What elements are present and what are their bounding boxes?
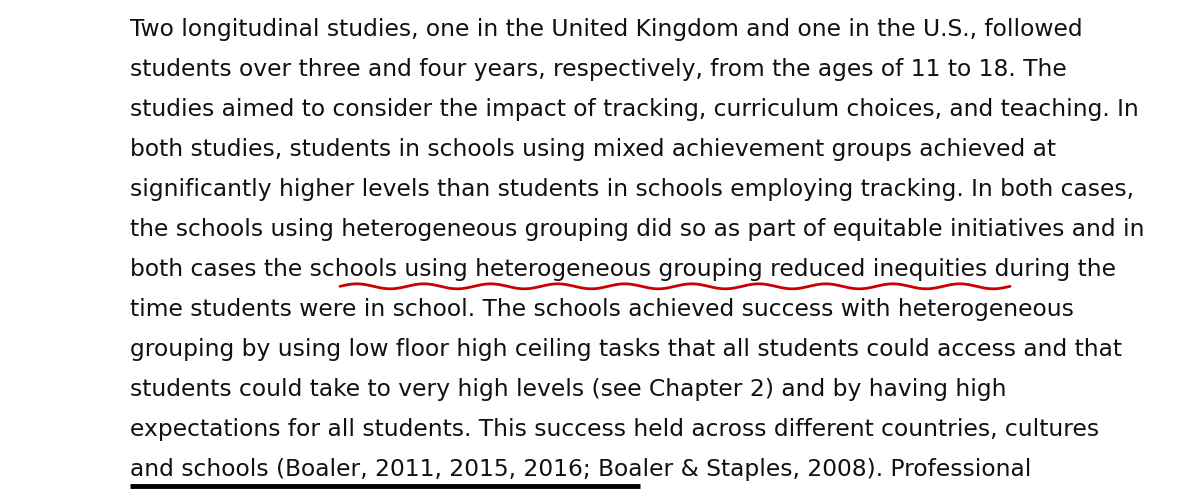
Text: studies aimed to consider the impact of tracking, curriculum choices, and teachi: studies aimed to consider the impact of … [130, 98, 1139, 121]
Text: significantly higher levels than students in schools employing tracking. In both: significantly higher levels than student… [130, 178, 1134, 201]
Text: both cases the schools using heterogeneous grouping reduced inequities during th: both cases the schools using heterogeneo… [130, 258, 1116, 281]
Text: Two longitudinal studies, one in the United Kingdom and one in the U.S., followe: Two longitudinal studies, one in the Uni… [130, 18, 1082, 41]
Text: expectations for all students. This success held across different countries, cul: expectations for all students. This succ… [130, 418, 1099, 441]
Text: students could take to very high levels (see Chapter 2) and by having high: students could take to very high levels … [130, 378, 1007, 401]
Text: students over three and four years, respectively, from the ages of 11 to 18. The: students over three and four years, resp… [130, 58, 1067, 81]
Text: time students were in school. The schools achieved success with heterogeneous: time students were in school. The school… [130, 298, 1074, 321]
Text: grouping by using low floor high ceiling tasks that all students could access an: grouping by using low floor high ceiling… [130, 338, 1122, 361]
Text: the schools using heterogeneous grouping did so as part of equitable initiatives: the schools using heterogeneous grouping… [130, 218, 1145, 241]
Text: and schools (Boaler, 2011, 2015, 2016; Boaler & Staples, 2008). Professional: and schools (Boaler, 2011, 2015, 2016; B… [130, 458, 1031, 481]
Text: both studies, students in schools using mixed achievement groups achieved at: both studies, students in schools using … [130, 138, 1056, 161]
